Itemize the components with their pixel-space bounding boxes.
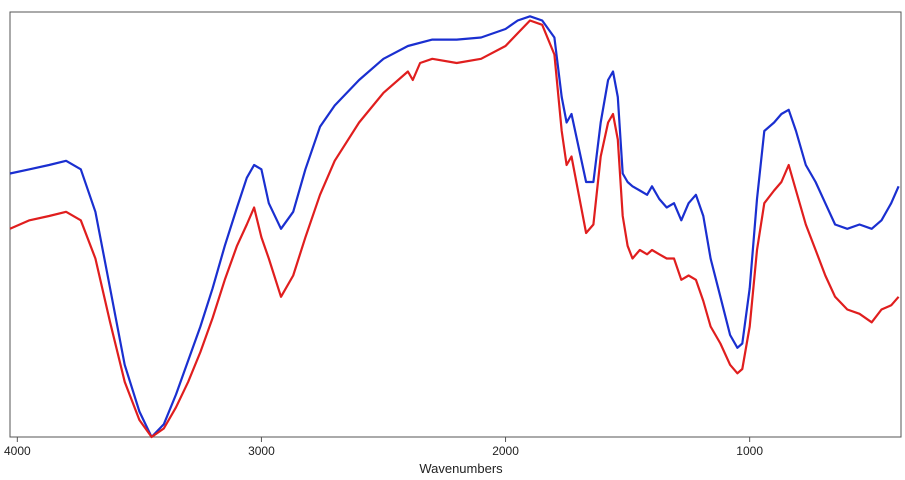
x-axis-title: Wavenumbers (419, 461, 503, 476)
spectrum-line-1 (9, 15, 900, 439)
x-tick-label: 2000 (492, 444, 519, 458)
series-layer (9, 15, 900, 439)
plot-frame (9, 11, 902, 438)
x-tick-label: 3000 (248, 444, 275, 458)
x-tick-label: 1000 (736, 444, 763, 458)
spectrum-line-2 (9, 19, 900, 439)
x-axis-ticks: 4000 3000 2000 1000 (4, 437, 763, 458)
x-tick-label: 4000 (4, 444, 31, 458)
